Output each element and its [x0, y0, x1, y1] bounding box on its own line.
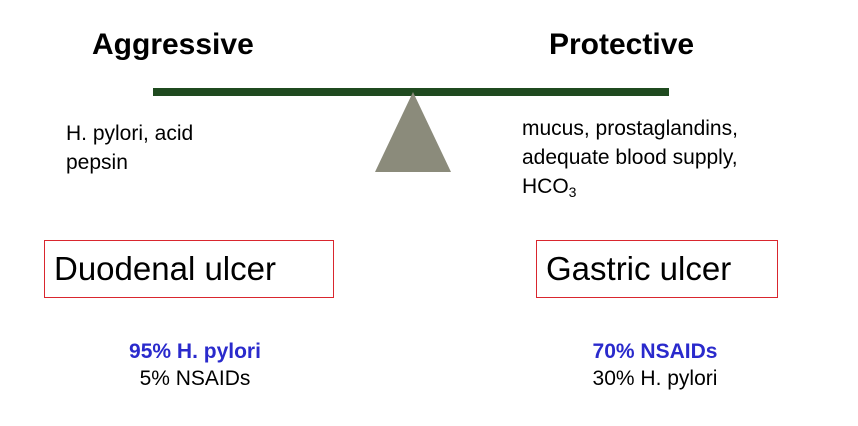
protective-factor-line: adequate blood supply, — [522, 146, 738, 169]
aggressive-factors: H. pylori, acid pepsin — [66, 119, 193, 177]
fulcrum-shape — [375, 92, 451, 172]
gastric-ulcer-box: Gastric ulcer — [536, 240, 778, 298]
gastric-ulcer-causes: 70% NSAIDs 30% H. pylori — [550, 338, 760, 392]
gastric-secondary-cause: 30% H. pylori — [592, 367, 718, 390]
gastric-primary-cause: 70% NSAIDs — [592, 340, 718, 363]
aggressive-factor-line: H. pylori, acid — [66, 122, 194, 145]
gastric-ulcer-label: Gastric ulcer — [546, 250, 732, 287]
protective-heading: Protective — [549, 28, 695, 61]
protective-factor-line: mucus, prostaglandins, — [522, 117, 738, 140]
protective-factor-line: HCO3 — [522, 172, 738, 201]
protective-factors: mucus, prostaglandins, adequate blood su… — [522, 114, 738, 201]
balance-beam — [153, 88, 669, 96]
duodenal-secondary-cause: 5% NSAIDs — [139, 367, 251, 390]
bicarbonate-subscript: 3 — [568, 184, 577, 200]
fulcrum-triangle — [375, 92, 451, 172]
aggressive-factor-line: pepsin — [66, 151, 128, 174]
duodenal-ulcer-box: Duodenal ulcer — [44, 240, 334, 298]
balance-beam-bar — [153, 88, 669, 96]
duodenal-ulcer-label: Duodenal ulcer — [54, 250, 276, 287]
duodenal-primary-cause: 95% H. pylori — [129, 340, 261, 363]
duodenal-ulcer-causes: 95% H. pylori 5% NSAIDs — [90, 338, 300, 392]
bicarbonate-label: HCO — [522, 175, 569, 198]
aggressive-heading: Aggressive — [92, 28, 254, 61]
